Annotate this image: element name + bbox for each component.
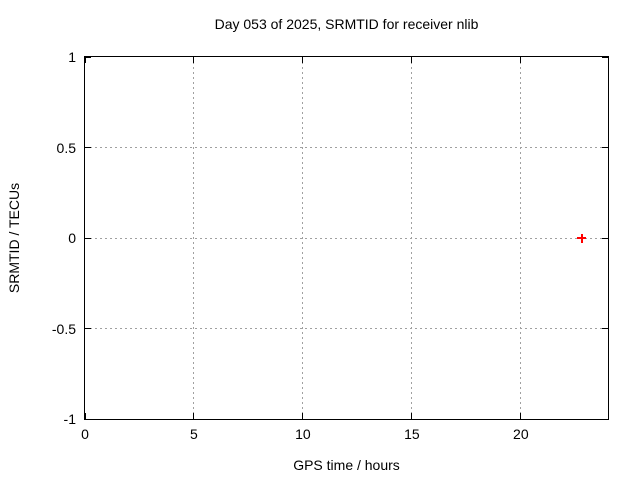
- y-tick-label: -1: [63, 411, 76, 427]
- x-tick-mark: [302, 413, 304, 419]
- y-tick-mark: [602, 237, 608, 239]
- y-axis-label: SRMTID / TECUs: [6, 182, 22, 294]
- x-tick-mark: [520, 413, 522, 419]
- plot-area: 0 5 10 15 20 -1 -0.5 0 0.5 1: [52, 49, 609, 442]
- y-tick-mark: [85, 328, 91, 329]
- x-tick-mark: [520, 57, 522, 63]
- h-gridline: [85, 237, 608, 239]
- y-tick-label: 0.5: [56, 139, 76, 156]
- x-tick-mark: [411, 413, 413, 419]
- x-tick-mark: [84, 57, 86, 63]
- x-tick-mark: [84, 413, 86, 419]
- x-tick-mark: [193, 57, 195, 63]
- y-tick-mark: [602, 147, 608, 148]
- y-tick-mark: [85, 147, 91, 148]
- x-axis-label: GPS time / hours: [293, 457, 400, 473]
- y-tick-label: 1: [68, 49, 76, 65]
- y-tick-mark: [85, 237, 91, 239]
- x-tick-label: 10: [295, 426, 311, 442]
- y-tick-mark: [85, 56, 91, 58]
- x-tick-label: 20: [513, 426, 529, 442]
- h-gridline: [85, 147, 608, 148]
- y-tick-mark: [602, 418, 608, 420]
- y-tick-label: -0.5: [51, 320, 76, 337]
- marker-vertical-bar: [580, 233, 583, 243]
- y-tick-mark: [85, 418, 91, 420]
- x-tick-mark: [411, 57, 413, 63]
- y-tick-mark: [602, 56, 608, 58]
- data-point-marker: [577, 233, 587, 243]
- x-tick-mark: [193, 413, 195, 419]
- y-tick-label: 0: [68, 230, 76, 246]
- x-tick-label: 5: [190, 426, 198, 442]
- x-tick-label: 0: [81, 426, 89, 442]
- x-tick-label: 15: [404, 426, 420, 442]
- h-gridline: [85, 328, 608, 329]
- chart-title: Day 053 of 2025, SRMTID for receiver nli…: [214, 16, 479, 32]
- x-tick-mark: [302, 57, 304, 63]
- y-tick-mark: [602, 328, 608, 329]
